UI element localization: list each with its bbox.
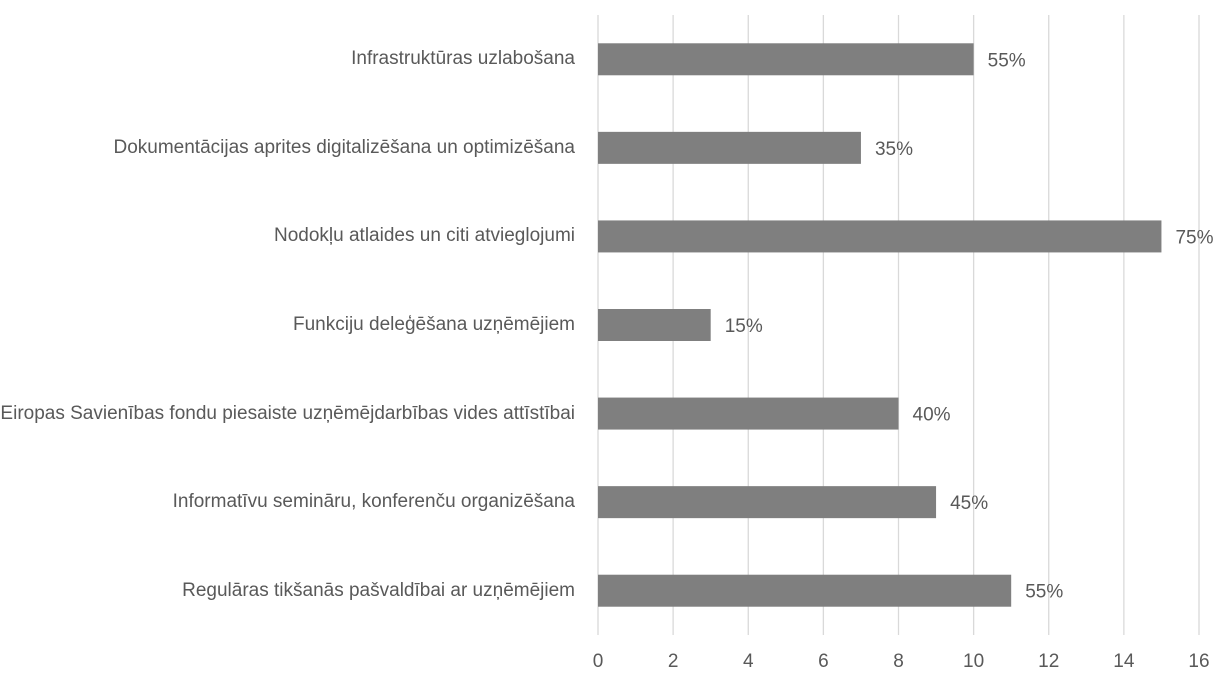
y-tick-label: Infrastruktūras uzlabošana [351, 48, 575, 70]
data-label: 40% [913, 405, 951, 426]
x-tick-label: 0 [593, 651, 604, 672]
x-tick-label: 14 [1113, 651, 1135, 672]
data-label: 55% [1025, 582, 1063, 603]
x-tick-label: 16 [1188, 651, 1209, 672]
bar [598, 397, 899, 430]
y-tick-label: Informatīvu semināru, konferenču organiz… [172, 491, 575, 513]
bar [598, 43, 974, 76]
category-label-box: Funkciju deleģēšana uzņēmējiem [0, 285, 575, 365]
y-tick-label: Eiropas Savienības fondu piesaiste uzņēm… [0, 402, 575, 424]
y-tick-label: Nodokļu atlaides un citi atvieglojumi [274, 225, 575, 247]
x-tick-label: 2 [668, 651, 679, 672]
category-label-box: Regulāras tikšanās pašvaldībai ar uzņēmē… [0, 551, 575, 631]
x-tick-label: 4 [743, 651, 754, 672]
category-label-box: Dokumentācijas aprites digitalizēšana un… [0, 108, 575, 188]
data-label: 35% [875, 139, 913, 160]
y-tick-label: Dokumentācijas aprites digitalizēšana un… [113, 136, 575, 158]
x-tick-label: 8 [893, 651, 904, 672]
x-tick-label: 6 [818, 651, 829, 672]
x-tick-label: 10 [963, 651, 984, 672]
y-tick-label: Regulāras tikšanās pašvaldībai ar uzņēmē… [182, 579, 575, 601]
bar [598, 220, 1162, 253]
bar [598, 486, 937, 519]
data-label: 45% [950, 493, 988, 514]
bar [598, 131, 861, 164]
category-label-box: Nodokļu atlaides un citi atvieglojumi [0, 196, 575, 276]
data-label: 75% [1175, 227, 1213, 248]
y-tick-label: Funkciju deleģēšana uzņēmējiem [293, 314, 575, 335]
bar [598, 309, 711, 341]
category-label-box: Informatīvu semināru, konferenču organiz… [0, 462, 575, 542]
category-label-box: Infrastruktūras uzlabošana [0, 19, 575, 99]
data-label: 55% [988, 50, 1026, 71]
bar [598, 574, 1012, 607]
x-tick-label: 12 [1038, 651, 1059, 672]
category-label-box: Eiropas Savienības fondu piesaiste uzņēm… [0, 374, 575, 454]
data-label: 15% [725, 316, 763, 337]
